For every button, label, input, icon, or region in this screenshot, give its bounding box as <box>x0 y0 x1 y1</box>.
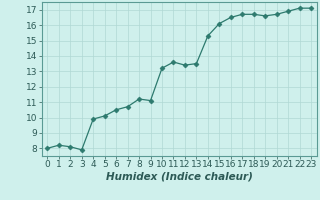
X-axis label: Humidex (Indice chaleur): Humidex (Indice chaleur) <box>106 172 252 182</box>
